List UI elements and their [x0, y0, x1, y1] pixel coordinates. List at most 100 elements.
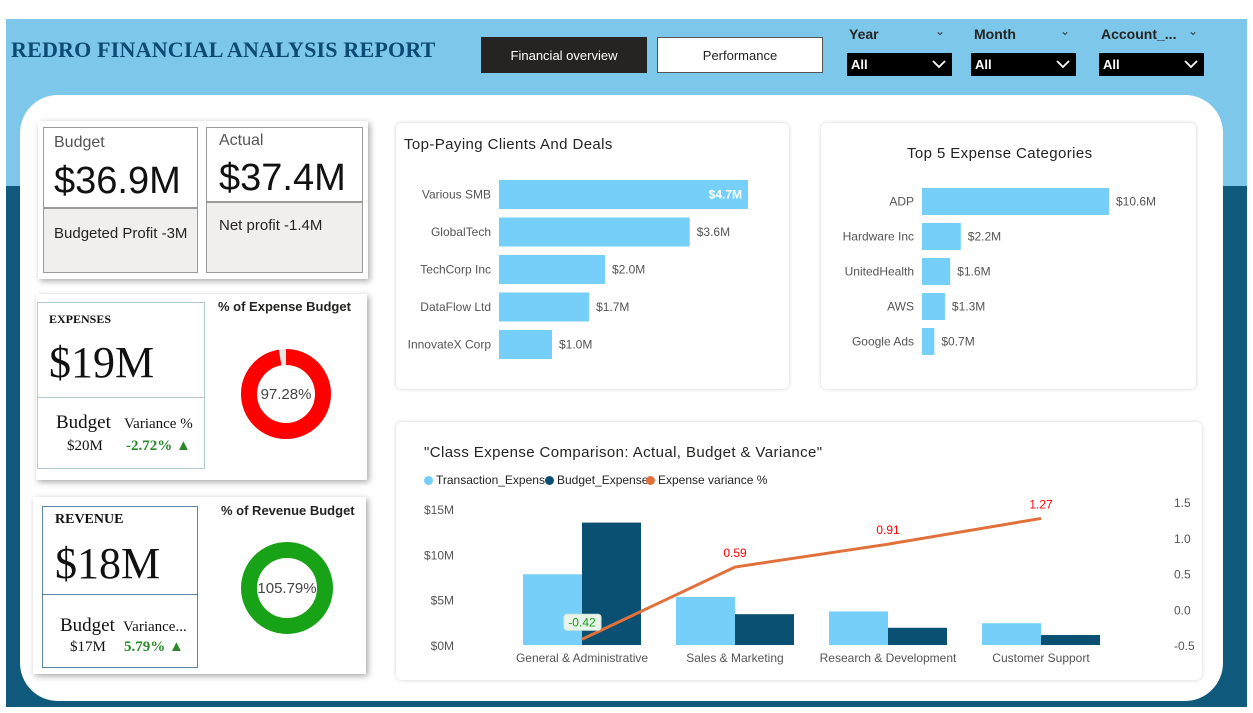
category-label: GlobalTech [431, 225, 491, 239]
bar[interactable] [1041, 635, 1100, 645]
data-label: $3.6M [697, 225, 730, 239]
account-slicer-label: Account_... [1101, 26, 1177, 42]
revenue-variance-value: 5.79% ▲ [124, 639, 184, 655]
bar[interactable] [922, 188, 1109, 215]
year-slicer-label: Year [849, 26, 879, 42]
year-slicer-value: All [851, 57, 868, 72]
legend-label: Transaction_Expense [436, 473, 552, 487]
tab-financial-overview[interactable]: Financial overview [481, 37, 647, 73]
budgeted-profit-text: Budgeted Profit -3M [54, 225, 188, 242]
y-tick-label: $15M [424, 503, 454, 517]
legend-label: Budget_Expense [557, 473, 649, 487]
expense-gauge-value: 97.28% [261, 386, 312, 403]
data-label: 0.91 [876, 523, 900, 537]
category-label: Various SMB [422, 188, 491, 202]
top-expense-title: Top 5 Expense Categories [907, 145, 1093, 162]
category-label: UnitedHealth [845, 265, 914, 279]
bar[interactable] [499, 217, 690, 247]
budget-card: Budget $36.9M [43, 127, 198, 208]
net-profit-text: Net profit -1.4M [219, 217, 323, 234]
legend-budget-expense[interactable]: Budget_Expense [545, 473, 648, 487]
chevron-down-icon [1184, 60, 1198, 69]
y2-tick-label: -0.5 [1174, 639, 1195, 653]
bar[interactable] [499, 330, 552, 359]
expenses-variance-value: -2.72% ▲ [126, 438, 191, 454]
revenue-value: $18M [55, 539, 161, 588]
class-expense-title: "Class Expense Comparison: Actual, Budge… [424, 444, 823, 461]
y2-tick-label: 0.5 [1174, 568, 1191, 582]
data-label: $2.0M [612, 263, 645, 277]
bar[interactable] [676, 596, 735, 645]
class-expense-chart: $0M $5M $10M $15M -0.5 0.0 0.5 1.0 1.5 General & … [424, 496, 1195, 665]
expenses-title: EXPENSES [49, 312, 112, 326]
y-tick-label: $10M [424, 548, 454, 562]
revenue-budget-label: Budget [60, 615, 115, 636]
data-label: $0.7M [941, 335, 974, 349]
chevron-down-icon[interactable]: ⌄ [1060, 24, 1071, 38]
data-label: $4.7M [709, 188, 742, 202]
bar[interactable] [499, 255, 605, 284]
bar[interactable] [922, 293, 945, 320]
data-label: -0.42 [568, 615, 596, 629]
bar[interactable] [888, 627, 947, 645]
y2-tick-label: 1.5 [1174, 496, 1191, 510]
expense-donut-arc [241, 349, 331, 439]
expense-budget-donut: 97.28% [241, 349, 331, 439]
category-label: ADP [889, 195, 914, 209]
revenue-budget-value: $17M [70, 639, 106, 655]
tab-performance[interactable]: Performance [657, 37, 823, 73]
revenue-value-box: REVENUE $18M [42, 506, 198, 595]
legend-label: Expense variance % [658, 473, 768, 487]
month-slicer-dropdown[interactable]: All [971, 53, 1076, 76]
data-label: $2.2M [968, 230, 1001, 244]
net-profit-box: Net profit -1.4M [206, 202, 363, 273]
budget-label: Budget [54, 134, 105, 151]
data-label: 0.59 [723, 546, 747, 560]
account-slicer-dropdown[interactable]: All [1099, 53, 1204, 76]
category-label: Hardware Inc [843, 230, 914, 244]
top-expense-chart: ADP $10.6M Hardware Inc $2.2M UnitedHealth $1… [843, 188, 1156, 355]
category-label: AWS [887, 300, 914, 314]
x-tick-label: General & Administrative [516, 651, 648, 665]
bar[interactable] [922, 258, 951, 285]
y-tick-label: $5M [431, 594, 454, 608]
top-clients-chart: Various SMB $4.7M GlobalTech $3.6M TechCorp … [408, 180, 748, 359]
x-tick-label: Research & Development [820, 651, 957, 665]
chevron-down-icon [1056, 60, 1070, 69]
bar[interactable] [829, 611, 888, 645]
expenses-budget-label: Budget [56, 412, 111, 433]
revenue-donut-arc [241, 542, 333, 634]
category-label: TechCorp Inc [420, 263, 491, 277]
revenue-gauge-value: 105.79% [257, 580, 316, 597]
x-tick-label: Customer Support [992, 651, 1090, 665]
legend-transaction-expense[interactable]: Transaction_Expense [424, 473, 552, 487]
chevron-down-icon [932, 60, 946, 69]
expenses-budget-box: Budget $20M Variance % -2.72% ▲ [37, 398, 205, 469]
chevron-down-icon[interactable]: ⌄ [1188, 24, 1199, 38]
expenses-variance-label: Variance % [124, 416, 193, 432]
data-label: $1.3M [952, 300, 985, 314]
actual-card: Actual $37.4M [206, 127, 363, 202]
category-label: InnovateX Corp [408, 338, 492, 352]
chevron-down-icon[interactable]: ⌄ [935, 24, 946, 38]
bar[interactable] [922, 223, 961, 250]
category-label: Google Ads [852, 335, 914, 349]
y-tick-label: $0M [431, 639, 454, 653]
bar[interactable] [735, 614, 794, 645]
legend-expense-variance[interactable]: Expense variance % [646, 473, 767, 487]
year-slicer-dropdown[interactable]: All [847, 53, 952, 76]
y2-tick-label: 1.0 [1174, 532, 1191, 546]
actual-value: $37.4M [219, 157, 346, 199]
data-label: $10.6M [1116, 195, 1156, 209]
variance-line[interactable] [581, 516, 1042, 641]
top-expense-panel [821, 123, 1196, 389]
bar[interactable] [523, 574, 582, 645]
category-label: DataFlow Ltd [420, 300, 491, 314]
bar[interactable] [922, 328, 935, 355]
bar[interactable] [499, 180, 748, 209]
expenses-value-box: EXPENSES $19M [37, 302, 205, 398]
bar[interactable] [982, 623, 1041, 645]
bar[interactable] [499, 292, 590, 322]
expenses-budget-value: $20M [67, 438, 103, 454]
